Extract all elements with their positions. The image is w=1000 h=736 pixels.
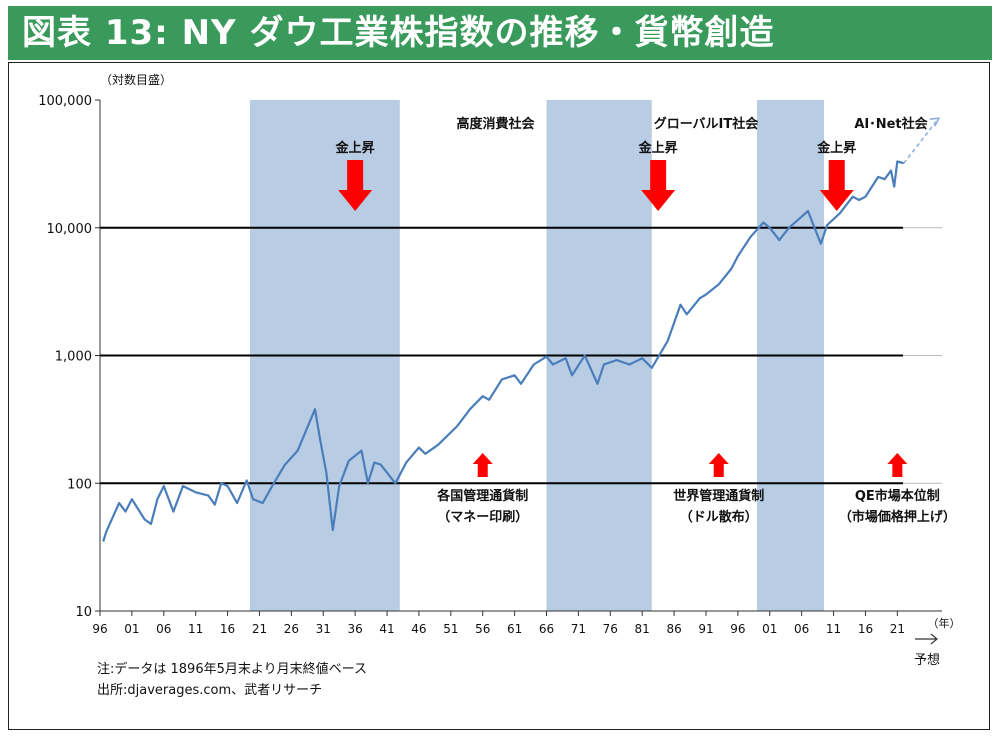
gold-rise-arrow <box>641 160 676 211</box>
forecast-line <box>903 117 940 164</box>
monetary-event-label: 各国管理通貨制 <box>436 488 528 504</box>
era-label: グローバルIT社会 <box>654 116 760 132</box>
x-tick-label: 16 <box>858 622 873 636</box>
x-tick-label: 36 <box>348 622 363 636</box>
y-tick-label: 100 <box>67 477 92 492</box>
y-axis-label: （対数目盛） <box>100 72 172 87</box>
x-tick-label: 01 <box>124 622 139 636</box>
y-tick-label: 10 <box>75 605 92 620</box>
x-tick-label: 86 <box>666 622 681 636</box>
x-tick-label: 21 <box>890 622 905 636</box>
monetary-event-sublabel: （ドル散布） <box>680 509 758 525</box>
monetary-event-label: QE市場本位制 <box>855 488 940 504</box>
era-label: AI･Net社会 <box>854 116 928 132</box>
monetary-event-sublabel: （マネー印刷） <box>437 509 528 525</box>
x-tick-label: 51 <box>443 622 458 636</box>
x-tick-label: 06 <box>794 622 809 636</box>
x-tick-label: 61 <box>507 622 522 636</box>
x-tick-label: 11 <box>188 622 203 636</box>
x-tick-label: 11 <box>826 622 841 636</box>
monetary-event-label: 世界管理通貨制 <box>673 488 764 504</box>
monetary-event-sublabel: （市場価格押上げ） <box>839 509 956 525</box>
x-tick-label: 81 <box>635 622 650 636</box>
monetary-event-arrow <box>708 453 729 477</box>
x-tick-label: 16 <box>220 622 235 636</box>
x-tick-label: 06 <box>156 622 171 636</box>
x-tick-label: 46 <box>411 622 426 636</box>
x-tick-label: 21 <box>252 622 267 636</box>
x-tick-label: 96 <box>730 622 745 636</box>
x-tick-label: 96 <box>92 622 107 636</box>
x-tick-label: 26 <box>284 622 299 636</box>
x-axis-arrow <box>915 633 938 645</box>
forecast-label: 予想 <box>914 652 940 668</box>
x-tick-label: 01 <box>762 622 777 636</box>
x-tick-label: 91 <box>698 622 713 636</box>
gold-rise-arrow <box>819 160 854 211</box>
x-tick-label: 41 <box>379 622 394 636</box>
dow-series-line <box>102 160 904 542</box>
footnote: 注:データは 1896年5月末より月末終値ベース <box>97 661 367 677</box>
x-tick-label: 76 <box>603 622 618 636</box>
monetary-event-arrow <box>472 453 493 477</box>
x-tick-label: 71 <box>571 622 586 636</box>
gold-rise-label: 金上昇 <box>638 140 678 156</box>
y-tick-label: 1,000 <box>55 350 92 365</box>
y-tick-label: 100,000 <box>38 94 92 109</box>
chart-frame <box>8 62 990 730</box>
x-tick-label: 56 <box>475 622 490 636</box>
gold-rise-label: 金上昇 <box>816 140 856 156</box>
gold-rise-arrow <box>338 160 373 211</box>
forecast-arrowhead <box>929 117 941 127</box>
x-tick-label: 66 <box>539 622 554 636</box>
x-tick-label: 31 <box>316 622 331 636</box>
monetary-event-arrow <box>887 453 908 477</box>
y-tick-label: 10,000 <box>47 222 93 237</box>
footnote: 出所:djaverages.com、武者リサーチ <box>97 683 322 698</box>
x-axis-unit: （年） <box>928 616 961 630</box>
page-title: 図表 13: NY ダウ工業株指数の推移・貨幣創造 <box>8 6 992 60</box>
gold-rise-label: 金上昇 <box>335 140 375 156</box>
era-label: 高度消費社会 <box>456 116 535 132</box>
